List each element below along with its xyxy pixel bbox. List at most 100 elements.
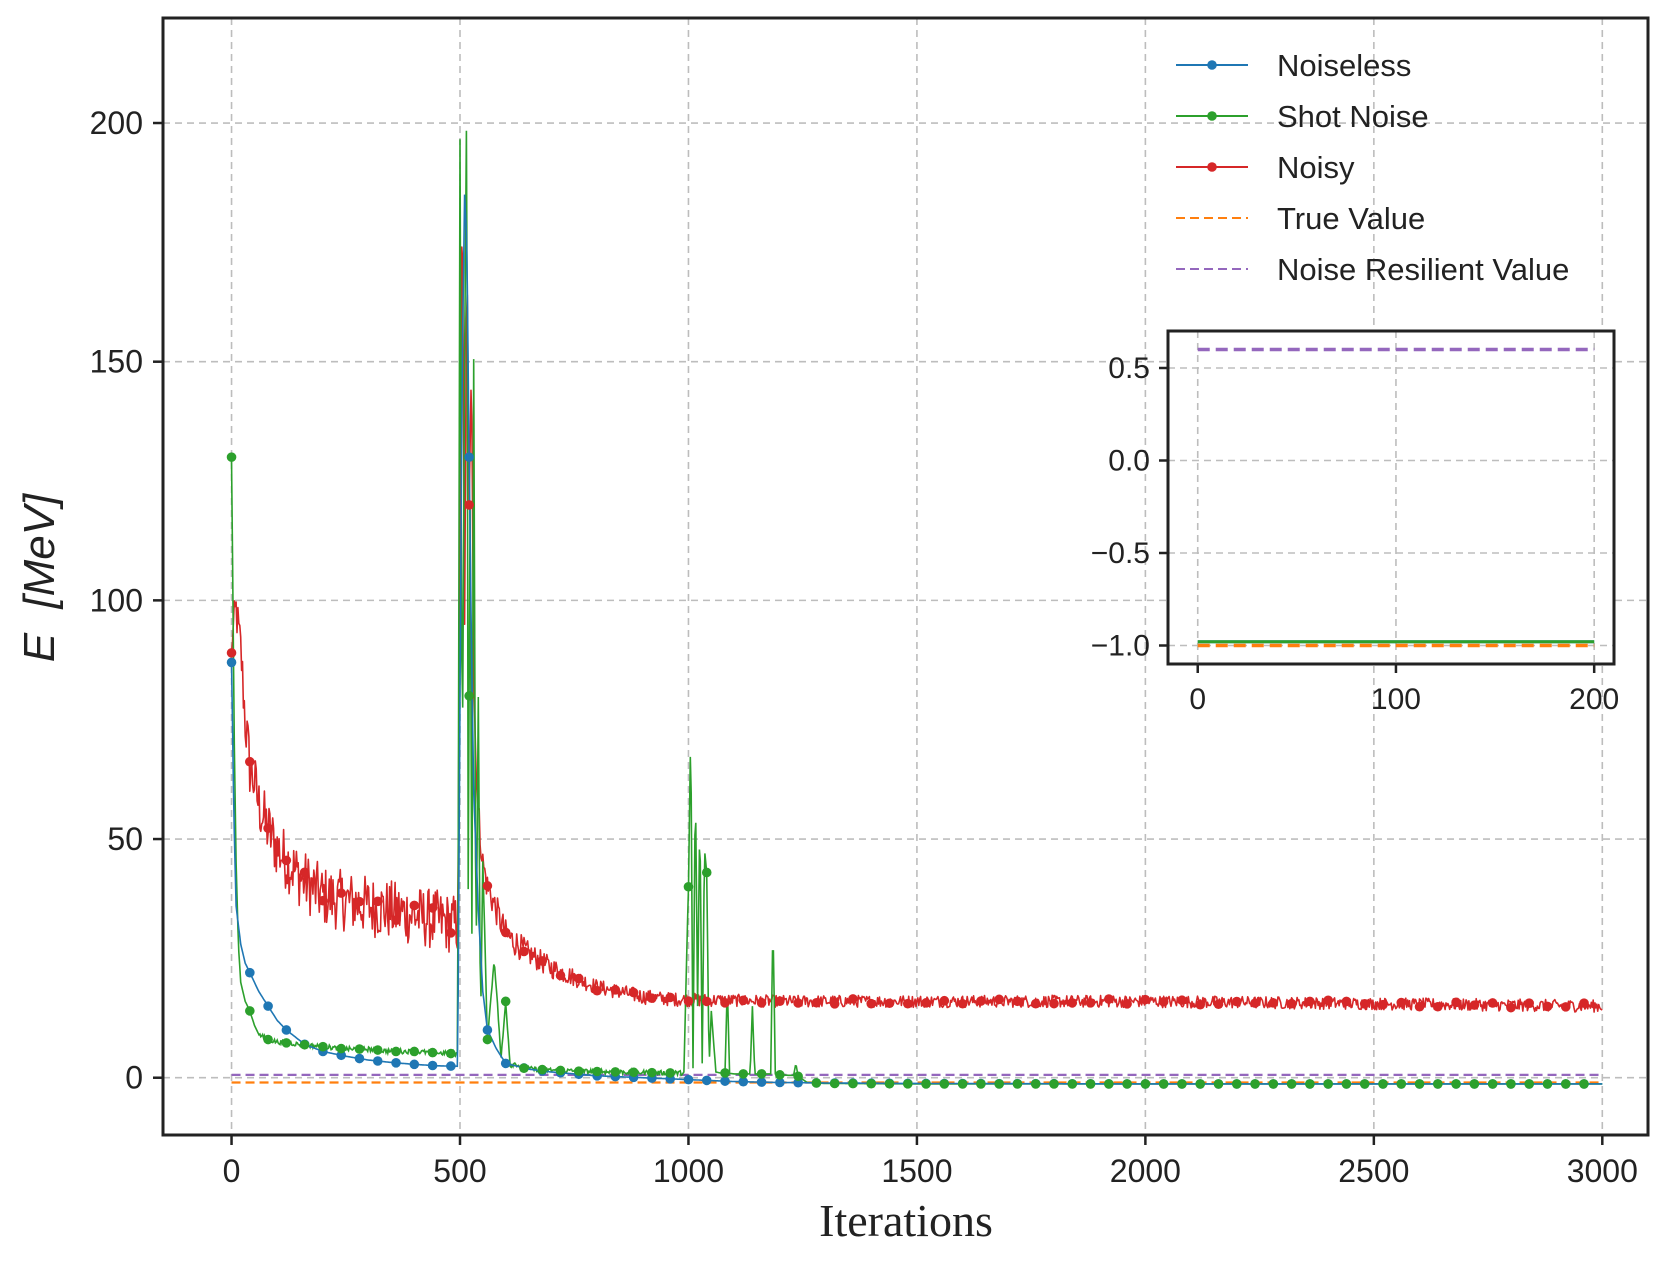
main-ticks — [153, 121, 1604, 1145]
y-axis-label: E [MeV] — [15, 492, 64, 662]
marker-shot-noise — [902, 1079, 913, 1089]
y-axis-label-unit: [MeV] — [15, 492, 64, 610]
legend-marker-noiseless — [1207, 60, 1217, 70]
marker-shot-noise — [1451, 1079, 1461, 1089]
y-tick-label: 50 — [107, 821, 143, 857]
marker-noisy — [1195, 999, 1206, 1010]
marker-noisy — [245, 756, 255, 767]
marker-shot-noise — [1286, 1079, 1297, 1089]
marker-noisy — [665, 992, 675, 1003]
x-tick-label: 1500 — [881, 1153, 952, 1189]
marker-shot-noise — [829, 1078, 840, 1089]
marker-noiseless — [391, 1058, 401, 1068]
legend: Noiseless Shot Noise Noisy True Value Noise … — [1176, 48, 1569, 287]
marker-shot-noise — [994, 1079, 1004, 1089]
marker-shot-noise — [775, 1070, 785, 1080]
legend-label-true-value: True Value — [1277, 201, 1425, 236]
y-tick-label: 0 — [125, 1060, 143, 1096]
legend-item-true-value: True Value — [1176, 201, 1425, 236]
marker-noisy — [1268, 998, 1279, 1008]
marker-noisy — [848, 994, 858, 1004]
marker-shot-noise — [957, 1079, 968, 1089]
marker-noisy — [1158, 996, 1169, 1007]
marker-noisy — [738, 995, 749, 1006]
marker-shot-noise — [1487, 1079, 1498, 1089]
marker-noisy — [1560, 1002, 1571, 1012]
marker-noisy — [957, 998, 968, 1009]
marker-shot-noise — [446, 1048, 456, 1059]
marker-shot-noise — [354, 1044, 365, 1054]
inset-y-tick-label: 0.5 — [1108, 352, 1150, 385]
inset-ticks — [1159, 366, 1596, 673]
marker-noisy — [939, 995, 950, 1006]
marker-shot-noise — [1158, 1079, 1169, 1089]
legend-item-noise-resilient-value: Noise Resilient Value — [1176, 252, 1569, 287]
marker-noisy — [1140, 994, 1151, 1005]
marker-shot-noise — [683, 881, 694, 892]
marker-shot-noise — [1341, 1079, 1352, 1089]
marker-noisy — [1506, 1002, 1516, 1013]
marker-noiseless — [775, 1077, 785, 1088]
legend-item-noisy: Noisy — [1176, 150, 1355, 185]
marker-noisy — [1542, 1001, 1553, 1012]
legend-marker-shot-noise — [1207, 111, 1217, 121]
x-tick-label: 1000 — [653, 1153, 724, 1189]
marker-shot-noise — [1469, 1079, 1480, 1089]
marker-shot-noise — [1030, 1079, 1041, 1089]
marker-noiseless — [372, 1056, 383, 1066]
marker-noisy — [537, 956, 548, 966]
legend-label-noise-resilient-value: Noise Resilient Value — [1277, 252, 1569, 287]
marker-shot-noise — [500, 996, 511, 1007]
marker-noisy — [1177, 995, 1187, 1006]
marker-noisy — [482, 881, 493, 891]
marker-shot-noise — [1414, 1079, 1425, 1089]
marker-shot-noise — [976, 1079, 986, 1089]
marker-shot-noise — [537, 1064, 548, 1075]
inset-series — [1197, 347, 1595, 648]
marker-noisy — [866, 998, 877, 1009]
marker-noiseless — [464, 452, 474, 462]
main-xtick-labels: 0 500 1000 1500 2000 2500 3000 — [223, 1153, 1638, 1189]
marker-shot-noise — [1049, 1079, 1059, 1089]
marker-shot-noise — [226, 452, 237, 462]
marker-noisy — [1469, 1000, 1480, 1010]
inset-x-tick-label: 0 — [1189, 683, 1206, 716]
x-tick-label: 3000 — [1567, 1153, 1638, 1189]
main-plot-frame — [161, 16, 1650, 1137]
marker-noisy — [555, 970, 566, 981]
marker-noisy — [701, 996, 712, 1007]
marker-shot-noise — [1378, 1079, 1388, 1089]
marker-noisy — [1213, 999, 1224, 1010]
marker-noisy — [263, 823, 273, 834]
marker-shot-noise — [245, 1006, 255, 1016]
marker-noisy — [683, 996, 694, 1006]
inset-grid — [1168, 331, 1614, 664]
legend-item-shot-noise: Shot Noise — [1176, 99, 1429, 134]
marker-shot-noise — [1359, 1079, 1370, 1089]
marker-shot-noise — [1085, 1079, 1096, 1089]
legend-item-noiseless: Noiseless — [1176, 48, 1411, 83]
x-tick-label: 2000 — [1110, 1153, 1181, 1189]
marker-noisy — [391, 915, 401, 925]
inset-plot-frame — [1166, 329, 1616, 666]
legend-marker-noisy — [1207, 162, 1217, 172]
marker-noiseless — [409, 1059, 420, 1070]
marker-shot-noise — [409, 1046, 420, 1057]
marker-noisy — [1451, 997, 1461, 1008]
marker-noisy — [1487, 998, 1498, 1008]
marker-noisy — [1579, 998, 1589, 1008]
legend-label-shot-noise: Shot Noise — [1277, 99, 1429, 134]
legend-label-noiseless: Noiseless — [1277, 48, 1411, 83]
marker-shot-noise — [647, 1067, 657, 1078]
marker-shot-noise — [1012, 1079, 1023, 1089]
marker-noisy — [574, 973, 584, 984]
marker-noisy — [336, 888, 347, 898]
marker-shot-noise — [1213, 1079, 1224, 1089]
marker-noiseless — [354, 1053, 365, 1064]
marker-shot-noise — [1323, 1079, 1333, 1089]
marker-noiseless — [738, 1076, 749, 1087]
marker-noiseless — [683, 1074, 694, 1085]
marker-noisy — [1323, 995, 1333, 1006]
marker-noisy — [1286, 998, 1297, 1009]
marker-noisy — [628, 987, 639, 998]
